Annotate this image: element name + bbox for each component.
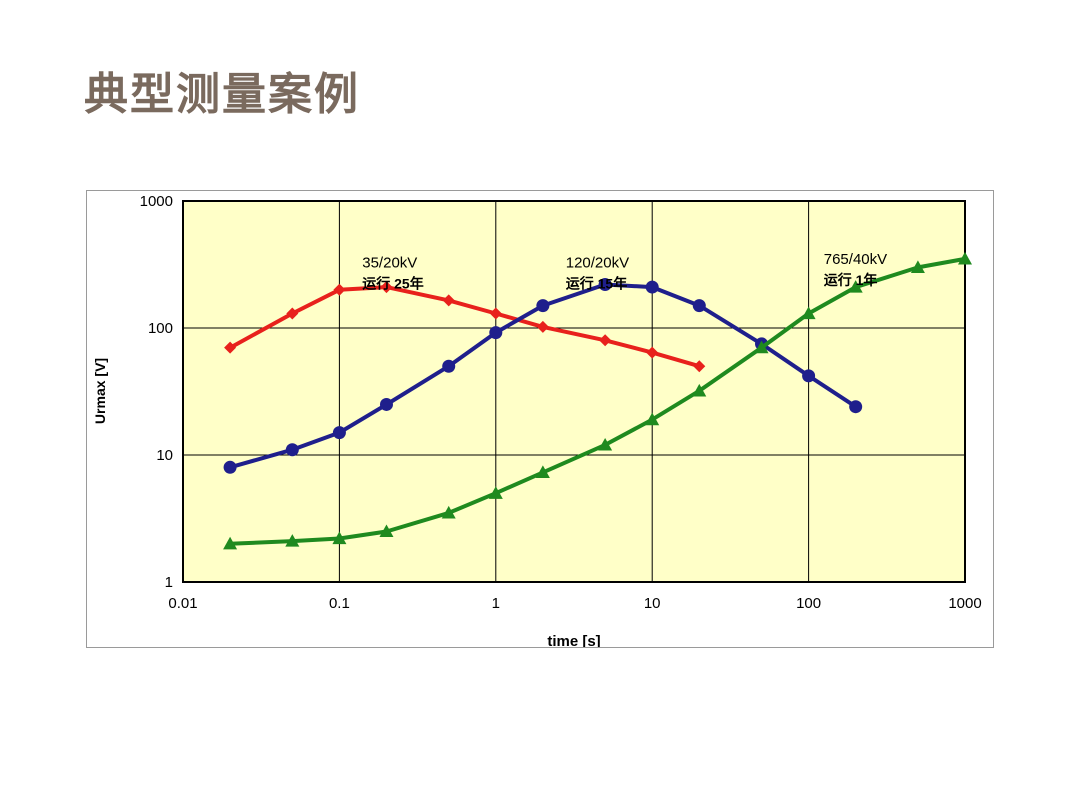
x-tick-label: 0.1 [329, 595, 350, 612]
data-point [441, 505, 456, 519]
data-point [442, 359, 456, 373]
series-labels: 35/20kV 运行 25年 120/20kV 运行 15年 765/40kV 运行 1年 [362, 251, 887, 292]
series-label-voltage: 765/40kV [824, 251, 887, 268]
series-line-1 [229, 285, 700, 369]
line-chart: 0.01 0.1 1 10 100 1000 1 10 100 1000 35/20kV 运行 2… [92, 193, 982, 647]
x-tick-label: 10 [644, 595, 661, 612]
data-point [598, 278, 612, 292]
data-point [536, 320, 549, 333]
data-point [285, 534, 300, 547]
data-point [599, 334, 612, 347]
y-tick-label: 1 [165, 574, 173, 591]
data-point [332, 426, 346, 440]
series-label-voltage: 120/20kV [566, 254, 629, 271]
data-point [536, 299, 550, 313]
x-tick-label: 100 [796, 595, 821, 612]
x-tick-label: 1000 [948, 595, 981, 612]
data-point [802, 369, 816, 383]
x-axis-label: time [s] [547, 633, 600, 647]
y-tick-label: 1000 [140, 193, 173, 210]
data-point [333, 283, 346, 296]
series-label-years: 运行 15年 [566, 275, 627, 291]
y-tick-labels: 1 10 100 1000 [140, 193, 173, 591]
x-tick-labels: 0.01 0.1 1 10 100 1000 [168, 595, 981, 612]
data-point [598, 437, 613, 451]
data-point [489, 307, 502, 320]
data-point [379, 397, 393, 411]
series-label-years: 运行 1年 [824, 272, 878, 288]
data-point [535, 465, 550, 478]
data-point [849, 400, 863, 414]
data-point [286, 307, 299, 320]
series-label-years: 运行 25年 [362, 275, 423, 291]
grid-lines [182, 200, 966, 583]
data-point [646, 346, 659, 359]
x-tick-label: 0.01 [168, 595, 197, 612]
data-point [693, 360, 706, 373]
data-point [223, 536, 238, 550]
data-point [223, 460, 237, 474]
series-group [223, 251, 972, 550]
data-point [645, 412, 660, 426]
data-point [379, 524, 394, 538]
chart-frame: 0.01 0.1 1 10 100 1000 1 10 100 1000 35/20kV 运行 2… [86, 190, 994, 648]
data-point [285, 443, 299, 457]
data-point [958, 251, 972, 265]
data-point [489, 326, 503, 340]
data-point [910, 260, 925, 274]
data-point [692, 299, 706, 313]
data-point [442, 294, 455, 307]
data-point [801, 306, 816, 320]
data-point [754, 340, 769, 354]
data-point [380, 281, 393, 294]
x-tick-label: 1 [492, 595, 500, 612]
data-point [332, 531, 347, 545]
y-tick-label: 100 [148, 320, 173, 337]
data-point [645, 280, 659, 294]
data-point [488, 486, 503, 499]
series-label-voltage: 35/20kV [362, 254, 417, 271]
data-point [224, 341, 237, 354]
y-axis-label: Urmax [V] [92, 358, 108, 424]
data-point [692, 383, 707, 397]
y-tick-label: 10 [156, 447, 173, 464]
page-title: 典型测量案例 [84, 69, 360, 120]
data-point [848, 280, 863, 293]
